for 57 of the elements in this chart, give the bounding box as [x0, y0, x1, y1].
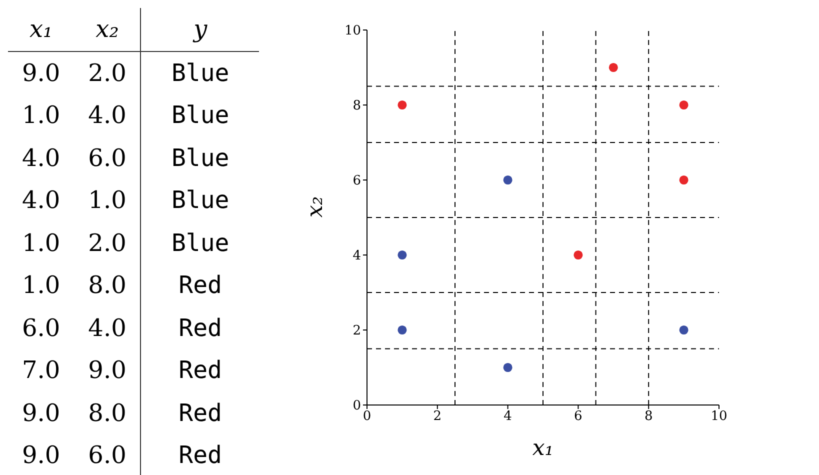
point	[398, 250, 408, 260]
text: Blue	[170, 142, 230, 174]
point	[680, 325, 689, 335]
text: x₁	[28, 14, 54, 46]
text: 9.0	[21, 398, 62, 429]
y-tick-label: 0	[353, 398, 362, 414]
x-axis-title: x₁	[532, 436, 554, 461]
point	[680, 100, 689, 110]
x-tick-label: 8	[644, 409, 654, 424]
text: 4.0	[74, 94, 141, 136]
x-tick-label: 0	[363, 409, 372, 424]
text: 9.0	[21, 58, 62, 89]
text: 4.0	[74, 306, 141, 349]
x-tick-label: 10	[711, 409, 728, 424]
text: 9.0	[21, 440, 62, 472]
text: 8.0	[74, 392, 141, 434]
x-tick-label: 4	[504, 409, 512, 424]
text: 1.0	[21, 270, 62, 302]
y-tick-label: 10	[344, 24, 362, 39]
text: 1.0	[74, 179, 141, 222]
point	[680, 175, 689, 185]
text: 6.0	[74, 136, 141, 179]
text: 9.0	[74, 349, 141, 392]
text: 1.0	[21, 228, 62, 259]
x-tick-label: 6	[574, 409, 583, 424]
point	[398, 100, 408, 110]
text: 7.0	[21, 355, 62, 386]
y-tick-label: 2	[353, 324, 362, 339]
text: 6.0	[74, 434, 141, 475]
text: Red	[178, 355, 224, 386]
text: 4.0	[21, 142, 62, 174]
text: Blue	[170, 58, 230, 89]
text: Red	[178, 270, 224, 302]
y-tick-label: 4	[353, 248, 362, 264]
y-tick-label: 8	[353, 98, 362, 114]
text: x₂	[74, 8, 141, 51]
text: 2.0	[74, 222, 141, 264]
text: Red	[178, 312, 224, 344]
x-tick-label: 2	[434, 409, 442, 424]
y-tick-label: 6	[353, 174, 362, 189]
text: 8.0	[74, 264, 141, 306]
text: Red	[178, 398, 224, 429]
text: Blue	[170, 185, 230, 216]
text: 1.0	[21, 100, 62, 132]
text: 6.0	[21, 312, 62, 344]
point	[504, 362, 513, 372]
text: Red	[178, 440, 224, 472]
text: Blue	[170, 100, 230, 132]
point	[398, 325, 408, 335]
point	[574, 250, 584, 260]
y-axis-title: x₂	[303, 196, 328, 218]
text: 2.0	[74, 51, 141, 94]
point	[609, 62, 618, 72]
text: y	[192, 14, 208, 46]
text: 4.0	[21, 185, 62, 216]
point	[504, 175, 513, 185]
text: Blue	[170, 228, 230, 259]
